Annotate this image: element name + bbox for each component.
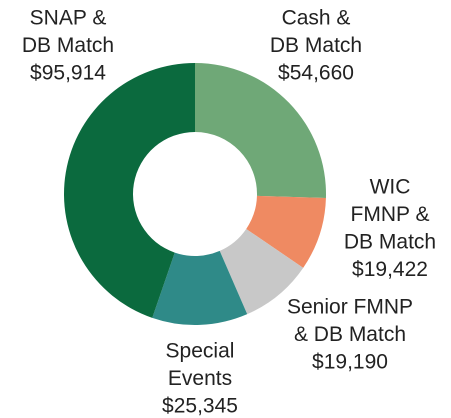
slice-label: WIC <box>370 176 411 199</box>
slice-label: FMNP & <box>351 203 430 226</box>
donut-slice <box>152 250 248 325</box>
value-label: $19,190 <box>312 351 388 374</box>
donut-slice <box>63 63 195 318</box>
slice-label: Events <box>168 367 232 390</box>
donut-slice <box>246 195 326 268</box>
slice-label: DB Match <box>270 34 362 57</box>
slice-label: Cash & <box>282 7 351 30</box>
value-label: $19,422 <box>352 258 428 281</box>
value-label: $95,914 <box>30 62 106 85</box>
value-label: $54,660 <box>278 62 354 85</box>
slice-label: DB Match <box>344 231 436 254</box>
slice-label: SNAP & <box>30 7 107 30</box>
donut-slice <box>195 63 326 198</box>
slice-label: & DB Match <box>294 323 406 346</box>
slice-label: DB Match <box>22 34 114 57</box>
slice-label: Senior FMNP <box>287 296 413 319</box>
value-label: $25,345 <box>162 395 238 418</box>
donut-slice <box>219 228 304 315</box>
slice-label: Special <box>166 340 235 363</box>
